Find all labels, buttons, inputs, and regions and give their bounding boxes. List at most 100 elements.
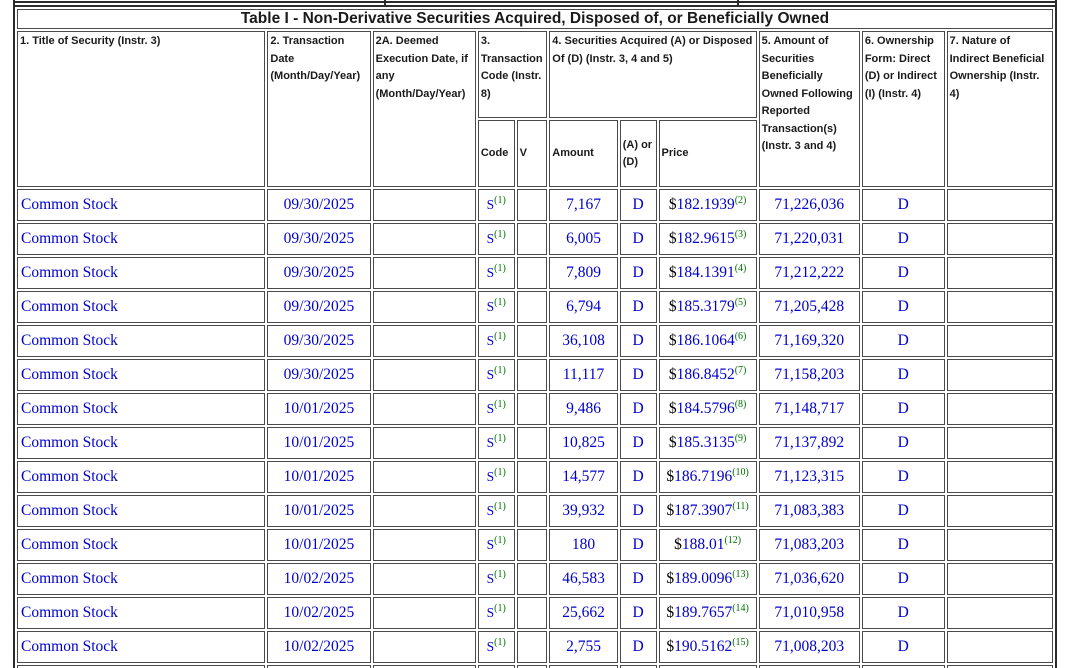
cell-v bbox=[516, 563, 548, 595]
transaction-code-value: S bbox=[486, 197, 495, 212]
price-currency: $ bbox=[666, 502, 675, 519]
price-value: 182.1939 bbox=[676, 196, 735, 213]
cell-price: $185.3179(5) bbox=[658, 291, 757, 323]
cell-title-of-security: Common Stock bbox=[17, 495, 266, 527]
cell-deemed-execution-date bbox=[372, 257, 476, 289]
footnote-ref: (1) bbox=[494, 228, 506, 240]
cell-transaction-code: S(1) bbox=[477, 427, 515, 459]
col-header-transaction-code: 3. Transaction Code (Instr. 8) bbox=[477, 31, 548, 118]
cell-a-or-d: D bbox=[619, 495, 657, 527]
table-row: Common Stock 10/01/2025 S(1) 10,825 D $1… bbox=[17, 427, 1053, 459]
cell-ownership-form: D bbox=[861, 495, 945, 527]
cell-title-of-security: Common Stock bbox=[17, 291, 266, 323]
price-value: 187.3907 bbox=[674, 502, 733, 519]
cell-transaction-code: S(1) bbox=[477, 461, 515, 493]
cell-a-or-d: D bbox=[619, 597, 657, 629]
footnote-ref: (4) bbox=[734, 262, 747, 274]
cell-deemed-execution-date bbox=[372, 563, 476, 595]
footnote-ref: (1) bbox=[494, 194, 506, 206]
transaction-code-value: S bbox=[486, 231, 495, 246]
footnote-ref: (1) bbox=[494, 534, 506, 546]
cell-ownership-form: D bbox=[861, 393, 945, 425]
price-currency: $ bbox=[666, 604, 675, 621]
cell-amount bbox=[549, 665, 618, 668]
table-row-cutoff bbox=[17, 665, 1053, 668]
price-value: 185.3179 bbox=[676, 298, 735, 315]
cell-price: $182.1939(2) bbox=[658, 189, 757, 221]
price-currency: $ bbox=[674, 536, 682, 553]
cell-amount: 6,005 bbox=[549, 223, 618, 255]
footnote-ref: (1) bbox=[494, 602, 506, 614]
subcol-header-a-or-d: (A) or (D) bbox=[619, 120, 657, 187]
transaction-code-value: S bbox=[486, 537, 495, 552]
footnote-ref: (1) bbox=[494, 568, 506, 580]
cell-nature-indirect bbox=[946, 393, 1053, 425]
transaction-code-value: S bbox=[486, 503, 495, 518]
subcol-header-price: Price bbox=[658, 120, 757, 187]
price-value: 186.8452 bbox=[676, 366, 735, 383]
cell-deemed-execution-date bbox=[372, 325, 476, 357]
transaction-code-value: S bbox=[486, 299, 495, 314]
price-currency: $ bbox=[668, 298, 677, 315]
cell-amount: 14,577 bbox=[549, 461, 618, 493]
cell-deemed-execution-date bbox=[372, 223, 476, 255]
cell-v bbox=[516, 597, 548, 629]
cell-v bbox=[516, 529, 548, 561]
cell-v bbox=[516, 359, 548, 391]
cell-a-or-d: D bbox=[619, 427, 657, 459]
cell-amount: 9,486 bbox=[549, 393, 618, 425]
cell-amount: 36,108 bbox=[549, 325, 618, 357]
cell-v bbox=[516, 189, 548, 221]
transaction-code-value: S bbox=[486, 333, 495, 348]
cell-transaction-date: 10/02/2025 bbox=[267, 597, 371, 629]
cell-a-or-d: D bbox=[619, 189, 657, 221]
transaction-code-value: S bbox=[486, 571, 495, 586]
footnote-ref: (5) bbox=[734, 296, 747, 308]
cell-transaction-code: S(1) bbox=[477, 189, 515, 221]
cell-transaction-date: 10/02/2025 bbox=[267, 631, 371, 663]
cell-title-of-security bbox=[17, 665, 266, 668]
cell-v bbox=[516, 257, 548, 289]
cell-shares-owned-following bbox=[758, 665, 860, 668]
price-currency: $ bbox=[668, 196, 677, 213]
cell-a-or-d bbox=[619, 665, 657, 668]
cell-v bbox=[516, 325, 548, 357]
cell-transaction-date bbox=[267, 665, 371, 668]
cell-shares-owned-following: 71,008,203 bbox=[758, 631, 860, 663]
cell-transaction-date: 10/01/2025 bbox=[267, 461, 371, 493]
prev-table-divider-stub bbox=[384, 0, 386, 5]
cell-v bbox=[516, 291, 548, 323]
cell-shares-owned-following: 71,212,222 bbox=[758, 257, 860, 289]
col-header-transaction-date: 2. Transaction Date (Month/Day/Year) bbox=[267, 31, 371, 187]
price-value: 185.3135 bbox=[676, 434, 735, 451]
footnote-ref: (11) bbox=[732, 500, 749, 512]
cell-a-or-d: D bbox=[619, 325, 657, 357]
cell-deemed-execution-date bbox=[372, 461, 476, 493]
cell-transaction-date: 09/30/2025 bbox=[267, 223, 371, 255]
cell-price: $188.01(12) bbox=[658, 529, 757, 561]
cell-nature-indirect bbox=[946, 359, 1053, 391]
cell-nature-indirect bbox=[946, 325, 1053, 357]
cell-title-of-security: Common Stock bbox=[17, 631, 266, 663]
cell-title-of-security: Common Stock bbox=[17, 529, 266, 561]
cell-deemed-execution-date bbox=[372, 291, 476, 323]
cell-amount: 180 bbox=[549, 529, 618, 561]
table-row: Common Stock 10/01/2025 S(1) 14,577 D $1… bbox=[17, 461, 1053, 493]
table-row: Common Stock 10/01/2025 S(1) 39,932 D $1… bbox=[17, 495, 1053, 527]
footnote-ref: (7) bbox=[734, 364, 747, 376]
cell-title-of-security: Common Stock bbox=[17, 563, 266, 595]
footnote-ref: (8) bbox=[734, 398, 747, 410]
cell-ownership-form: D bbox=[861, 529, 945, 561]
cell-amount: 39,932 bbox=[549, 495, 618, 527]
cell-price: $182.9615(3) bbox=[658, 223, 757, 255]
table-title: Table I - Non-Derivative Securities Acqu… bbox=[17, 9, 1053, 29]
price-currency: $ bbox=[666, 638, 675, 655]
transaction-code-value: S bbox=[486, 469, 495, 484]
cell-deemed-execution-date bbox=[372, 529, 476, 561]
cell-nature-indirect bbox=[946, 495, 1053, 527]
cell-ownership-form: D bbox=[861, 325, 945, 357]
cell-shares-owned-following: 71,137,892 bbox=[758, 427, 860, 459]
cell-a-or-d: D bbox=[619, 529, 657, 561]
cell-title-of-security: Common Stock bbox=[17, 257, 266, 289]
